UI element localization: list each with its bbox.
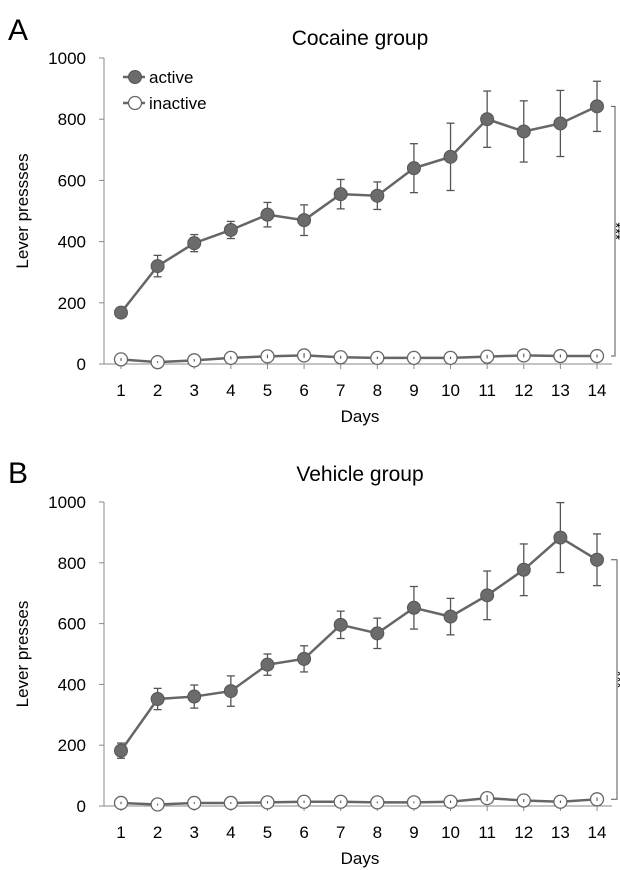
x-tick-label: 9 [409, 823, 418, 842]
x-tick-label: 1 [116, 823, 125, 842]
data-point-active [333, 617, 348, 632]
y-tick-label: 1000 [48, 49, 86, 68]
data-point-active [187, 236, 202, 251]
y-tick-label: 0 [77, 797, 86, 816]
x-tick-label: 4 [226, 381, 235, 400]
data-point-active [590, 552, 604, 567]
panel-letter: A [8, 14, 28, 47]
y-tick-label: 1000 [48, 493, 86, 512]
data-point-active [553, 116, 568, 131]
series-active [114, 501, 604, 759]
y-tick-label: 0 [77, 355, 86, 374]
x-tick-label: 6 [299, 823, 308, 842]
data-point-active [260, 207, 275, 222]
series-inactive [113, 790, 605, 812]
data-point-active [260, 657, 275, 672]
y-tick-label: 800 [58, 554, 86, 573]
y-tick-label: 600 [58, 615, 86, 634]
x-tick-label: 6 [299, 381, 308, 400]
x-tick-label: 8 [373, 823, 382, 842]
chart-title: Cocaine group [292, 27, 429, 50]
data-point-active [370, 188, 385, 203]
x-tick-label: 11 [478, 381, 496, 400]
x-tick-label: 2 [153, 823, 162, 842]
y-axis-label: Lever presses [13, 601, 32, 708]
x-tick-label: 1 [116, 381, 125, 400]
x-tick-label: 10 [441, 381, 460, 400]
data-point-active [114, 305, 128, 320]
legend-label-inactive: inactive [149, 94, 207, 113]
x-tick-label: 13 [551, 823, 570, 842]
legend: active inactive [123, 68, 207, 113]
chart-title: Vehicle group [296, 463, 423, 486]
data-point-active [590, 99, 604, 114]
significance-bracket [611, 559, 618, 800]
y-tick-label: 600 [58, 171, 86, 190]
y-tick-label: 400 [58, 675, 86, 694]
x-tick-label: 7 [336, 381, 345, 400]
x-tick-label: 3 [189, 381, 198, 400]
data-point-active [406, 161, 421, 176]
x-tick-label: 4 [226, 823, 235, 842]
data-point-active [443, 609, 458, 624]
x-tick-label: 8 [373, 381, 382, 400]
significance-bracket [611, 105, 616, 357]
series-inactive [113, 348, 605, 370]
x-tick-label: 14 [588, 823, 607, 842]
x-axis-label: Days [341, 407, 380, 426]
data-point-active [297, 651, 312, 666]
data-point-active [516, 562, 531, 577]
x-tick-label: 5 [263, 381, 272, 400]
x-tick-label: 9 [409, 381, 418, 400]
data-point-active [223, 684, 238, 699]
y-tick-label: 400 [58, 233, 86, 252]
panel-letter: B [8, 457, 28, 490]
data-point-active [187, 689, 202, 704]
data-point-active [297, 213, 312, 228]
series-active [114, 80, 604, 320]
data-point-active [223, 222, 238, 237]
data-point-active [406, 600, 421, 615]
x-tick-label: 3 [189, 823, 198, 842]
x-tick-label: 11 [478, 823, 496, 842]
data-point-active [553, 530, 568, 545]
x-tick-label: 2 [153, 381, 162, 400]
legend-label-active: active [149, 68, 193, 87]
x-tick-label: 14 [588, 381, 607, 400]
x-axis-label: Days [341, 849, 380, 868]
data-point-active [516, 124, 531, 139]
significance-label: *** [609, 671, 620, 689]
y-tick-label: 200 [58, 294, 86, 313]
y-tick-label: 200 [58, 736, 86, 755]
data-point-active [480, 112, 495, 127]
y-tick-label: 800 [58, 110, 86, 129]
x-tick-label: 5 [263, 823, 272, 842]
data-point-active [150, 259, 165, 274]
data-point-active [150, 691, 165, 706]
x-tick-label: 13 [551, 381, 570, 400]
y-axis-label: Lever pressses [13, 153, 32, 268]
x-tick-label: 12 [514, 381, 533, 400]
x-tick-label: 7 [336, 823, 345, 842]
x-tick-label: 10 [441, 823, 460, 842]
legend-marker-active [128, 70, 142, 84]
data-point-active [370, 626, 385, 641]
data-point-active [114, 743, 128, 758]
significance-label: *** [607, 222, 620, 240]
data-point-active [443, 149, 458, 164]
legend-marker-inactive [127, 95, 143, 111]
data-point-active [333, 187, 348, 202]
x-tick-label: 12 [514, 823, 533, 842]
data-point-active [480, 588, 495, 603]
